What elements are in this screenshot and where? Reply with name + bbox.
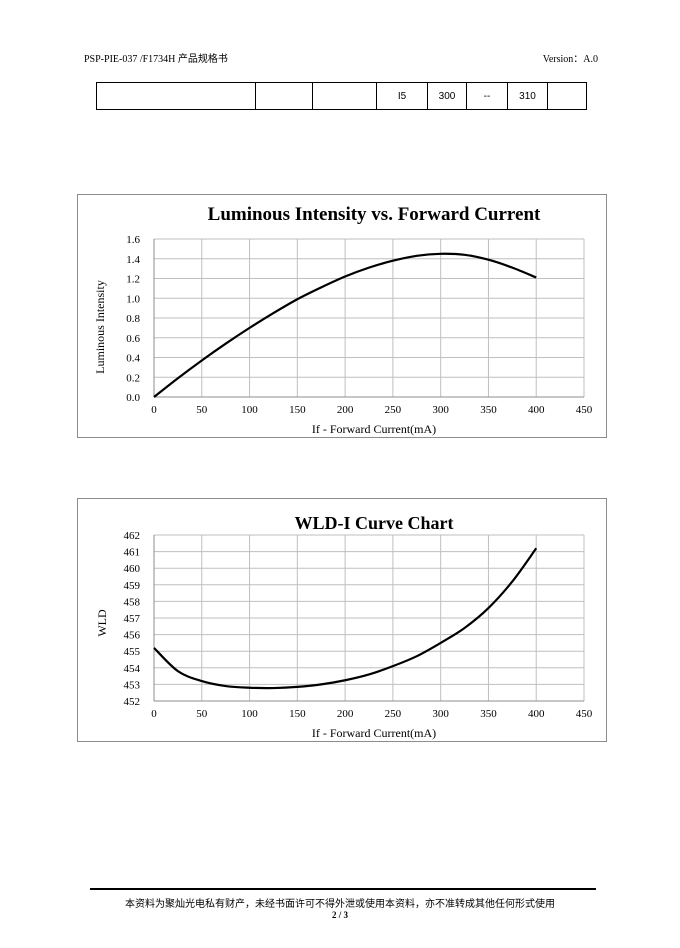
y-tick-label: 453 — [124, 679, 141, 691]
table-cell — [547, 82, 587, 110]
y-tick-label: 457 — [124, 613, 141, 625]
y-tick-label: 1.2 — [126, 274, 140, 286]
spec-table: I5 300 -- 310 — [96, 82, 587, 110]
luminous-intensity-chart-svg: 0 50 100 150 200 250 300 350 400 450 0.0 0.2 0.4 0.6 0… — [93, 204, 593, 436]
y-tick-label: 455 — [124, 646, 141, 658]
page-number: 2 / 3 — [331, 910, 348, 920]
x-tick-label: 150 — [289, 708, 306, 720]
x-tick-label: 250 — [385, 404, 402, 416]
document-version: Version：A.0 — [542, 54, 598, 65]
y-tick-label: 0.4 — [126, 353, 140, 365]
x-tick-label: 300 — [432, 708, 449, 720]
document-code: PSP-PIE-037 /F1734H 产品规格书 — [84, 54, 228, 65]
x-tick-label: 50 — [196, 404, 208, 416]
wld-i-chart-svg: 0 50 100 150 200 250 300 350 400 450 452 453 454 455 4… — [95, 513, 593, 740]
x-axis-label: If - Forward Current(mA) — [312, 726, 436, 740]
y-tick-label: 458 — [124, 596, 141, 608]
table-cell: I5 — [376, 82, 428, 110]
x-tick-label: 400 — [528, 708, 545, 720]
y-tick-label: 454 — [124, 663, 141, 675]
table-cell — [96, 82, 256, 110]
series-line — [153, 252, 537, 398]
y-tick-label: 0.8 — [126, 313, 140, 325]
y-tick-label: 462 — [124, 530, 141, 542]
table-cell: 310 — [507, 82, 548, 110]
table-row: I5 300 -- 310 — [96, 82, 587, 110]
x-tick-label: 400 — [528, 404, 545, 416]
wld-i-chart: 0 50 100 150 200 250 300 350 400 450 452 453 454 455 4… — [77, 498, 607, 742]
x-tick-label: 350 — [480, 404, 497, 416]
x-tick-label: 450 — [576, 708, 593, 720]
chart-title: WLD-I Curve Chart — [295, 513, 454, 533]
y-tick-label: 1.6 — [126, 234, 140, 246]
y-axis-label: WLD — [95, 609, 109, 637]
x-axis-label: If - Forward Current(mA) — [312, 422, 436, 436]
table-cell: -- — [466, 82, 508, 110]
x-tick-label: 0 — [151, 404, 157, 416]
x-tick-label: 0 — [151, 708, 157, 720]
plot-area: 0 50 100 150 200 250 300 350 400 450 0.0 0.2 0.4 0.6 0… — [126, 234, 593, 416]
x-tick-label: 350 — [480, 708, 497, 720]
x-tick-label: 100 — [241, 708, 258, 720]
y-tick-label: 0.2 — [126, 372, 140, 384]
luminous-intensity-chart: 0 50 100 150 200 250 300 350 400 450 0.0 0.2 0.4 0.6 0… — [77, 194, 607, 438]
y-tick-label: 456 — [124, 630, 141, 642]
y-tick-label: 0.0 — [126, 392, 140, 404]
table-cell: 300 — [427, 82, 467, 110]
chart-title: Luminous Intensity vs. Forward Current — [208, 204, 541, 225]
x-tick-label: 450 — [576, 404, 593, 416]
table-cell — [255, 82, 313, 110]
x-tick-label: 150 — [289, 404, 306, 416]
y-axis-label: Luminous Intensity — [93, 280, 107, 374]
y-tick-label: 461 — [124, 547, 141, 559]
plot-area: 0 50 100 150 200 250 300 350 400 450 452 453 454 455 4… — [124, 530, 593, 720]
x-tick-label: 300 — [432, 404, 449, 416]
y-tick-label: 459 — [124, 580, 141, 592]
y-tick-label: 1.0 — [126, 293, 140, 305]
x-tick-label: 50 — [196, 708, 208, 720]
y-tick-label: 1.4 — [126, 254, 140, 266]
table-cell — [312, 82, 377, 110]
x-tick-label: 250 — [385, 708, 402, 720]
footer-rule — [90, 888, 596, 890]
y-tick-label: 460 — [124, 563, 141, 575]
footer-notice: 本资料为聚灿光电私有财产，未经书面许可不得外泄或使用本资料，亦不准转成其他任何形… — [125, 899, 555, 910]
x-tick-label: 100 — [241, 404, 258, 416]
y-tick-label: 0.6 — [126, 333, 140, 345]
x-tick-label: 200 — [337, 708, 354, 720]
series-line — [153, 547, 538, 690]
x-tick-label: 200 — [337, 404, 354, 416]
y-tick-label: 452 — [124, 696, 141, 708]
